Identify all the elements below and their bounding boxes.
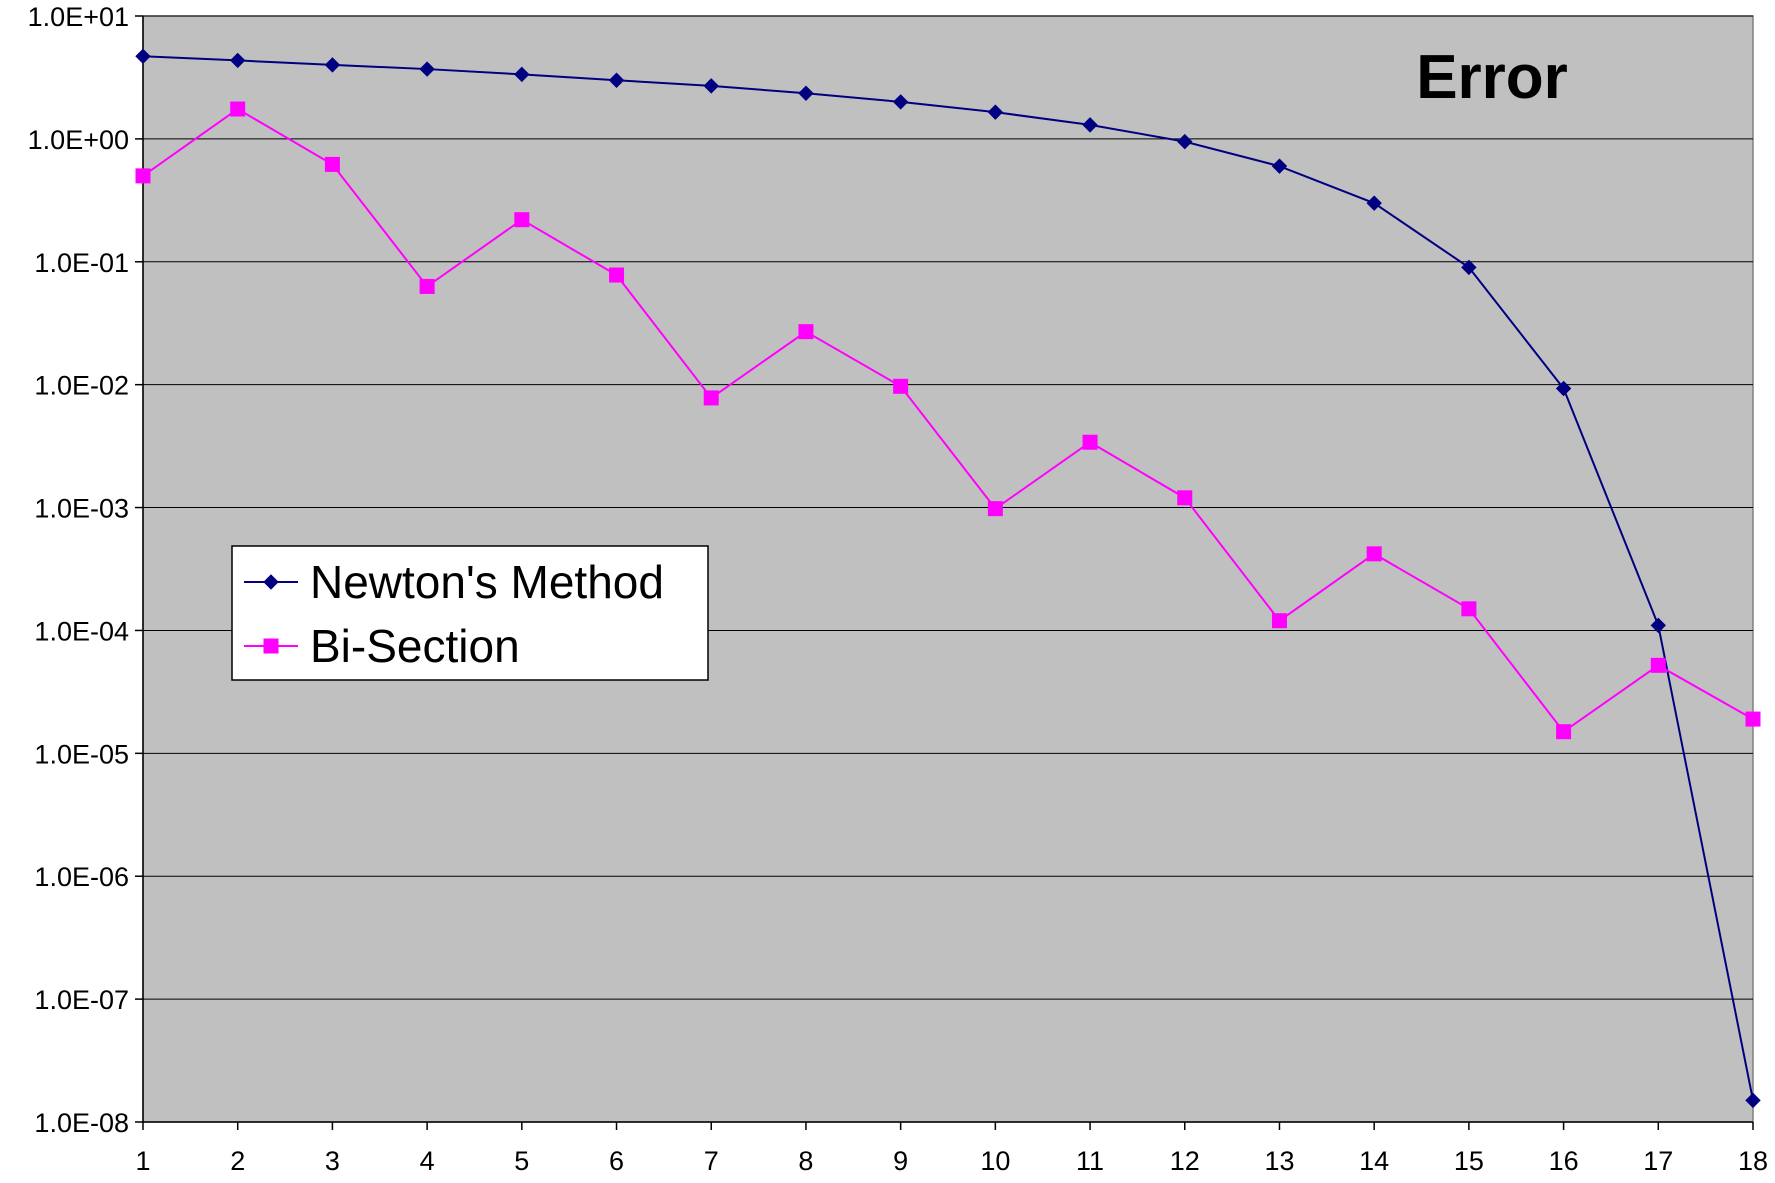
data-point — [1082, 434, 1098, 450]
series-layer — [135, 48, 1761, 1109]
data-point — [1082, 117, 1098, 133]
series-bi-section — [135, 101, 1761, 740]
data-point — [1745, 1092, 1761, 1109]
data-point — [514, 66, 530, 83]
data-point — [798, 324, 814, 340]
y-tick-label: 1.0E+01 — [28, 2, 129, 32]
data-point — [1271, 613, 1287, 629]
data-point — [892, 94, 909, 110]
data-point — [324, 156, 340, 172]
y-tick-label: 1.0E+00 — [28, 125, 129, 155]
y-tick-label: 1.0E-04 — [34, 616, 129, 646]
data-point — [419, 278, 435, 294]
x-tick-label: 8 — [798, 1146, 813, 1176]
data-point — [324, 57, 341, 73]
data-point — [135, 168, 151, 184]
legend-marker — [263, 574, 279, 590]
series-newtons-method — [135, 48, 1761, 1109]
legend-box — [231, 545, 709, 681]
data-point — [987, 501, 1003, 517]
y-axis-tick-labels: 1.0E+01 1.0E+00 1.0E-01 1.0E-02 1.0E-03 1.0E-… — [28, 2, 129, 1138]
x-tick-label: 13 — [1264, 1146, 1294, 1176]
legend-label: Bi-Section — [310, 620, 520, 672]
data-point — [987, 104, 1004, 120]
x-axis-tick-labels: 1 2 3 4 5 6 7 8 9 10 11 12 13 14 15 16 17 18 — [135, 1146, 1768, 1176]
x-tick-label: 2 — [230, 1146, 245, 1176]
axes — [135, 15, 1754, 1130]
y-tick-label: 1.0E-03 — [34, 494, 129, 524]
x-tick-label: 15 — [1454, 1146, 1484, 1176]
data-point — [514, 212, 530, 228]
x-tick-label: 6 — [609, 1146, 624, 1176]
x-tick-label: 16 — [1549, 1146, 1579, 1176]
data-point — [1366, 195, 1382, 211]
y-tick-label: 1.0E-05 — [34, 739, 129, 769]
x-tick-label: 11 — [1076, 1146, 1104, 1176]
x-tick-label: 14 — [1359, 1146, 1389, 1176]
chart-title: Error — [1416, 43, 1568, 112]
data-point — [230, 101, 246, 117]
data-point — [1461, 601, 1477, 617]
x-tick-label: 9 — [893, 1146, 908, 1176]
data-point — [1461, 259, 1477, 276]
legend: Newton's Method Bi-Section — [231, 545, 709, 681]
data-point — [229, 52, 246, 69]
data-point — [1556, 724, 1572, 740]
data-point — [609, 267, 625, 283]
x-tick-label: 10 — [980, 1146, 1010, 1176]
series-line — [142, 107, 1754, 734]
data-point — [1271, 158, 1288, 174]
x-tick-label: 18 — [1738, 1146, 1768, 1176]
data-point — [1745, 711, 1761, 727]
x-tick-label: 1 — [135, 1146, 150, 1176]
x-tick-label: 4 — [420, 1146, 435, 1176]
legend-item: Newton's Method — [244, 556, 664, 608]
data-point — [1177, 133, 1193, 150]
legend-item: Bi-Section — [244, 620, 520, 672]
x-tick-label: 7 — [704, 1146, 719, 1176]
x-tick-label: 5 — [514, 1146, 529, 1176]
x-tick-label: 12 — [1170, 1146, 1200, 1176]
data-point — [135, 48, 151, 65]
y-tick-label: 1.0E-01 — [34, 248, 129, 278]
legend-marker — [263, 638, 279, 654]
x-tick-label: 3 — [325, 1146, 340, 1176]
data-point — [1650, 617, 1667, 634]
y-tick-label: 1.0E-02 — [34, 371, 129, 401]
data-point — [1555, 380, 1572, 397]
data-point — [419, 61, 435, 77]
data-point — [893, 378, 909, 394]
data-point — [703, 390, 719, 406]
data-point — [1177, 490, 1193, 506]
y-tick-label: 1.0E-08 — [34, 1108, 129, 1138]
y-tick-label: 1.0E-07 — [34, 985, 129, 1015]
data-point — [608, 72, 625, 88]
x-tick-label: 17 — [1643, 1146, 1673, 1176]
legend-label: Newton's Method — [310, 556, 664, 608]
y-tick-label: 1.0E-06 — [34, 862, 129, 892]
data-point — [798, 85, 814, 101]
data-point — [1366, 546, 1382, 562]
data-point — [703, 78, 719, 94]
series-line — [142, 55, 1754, 1101]
data-point — [1650, 657, 1666, 673]
